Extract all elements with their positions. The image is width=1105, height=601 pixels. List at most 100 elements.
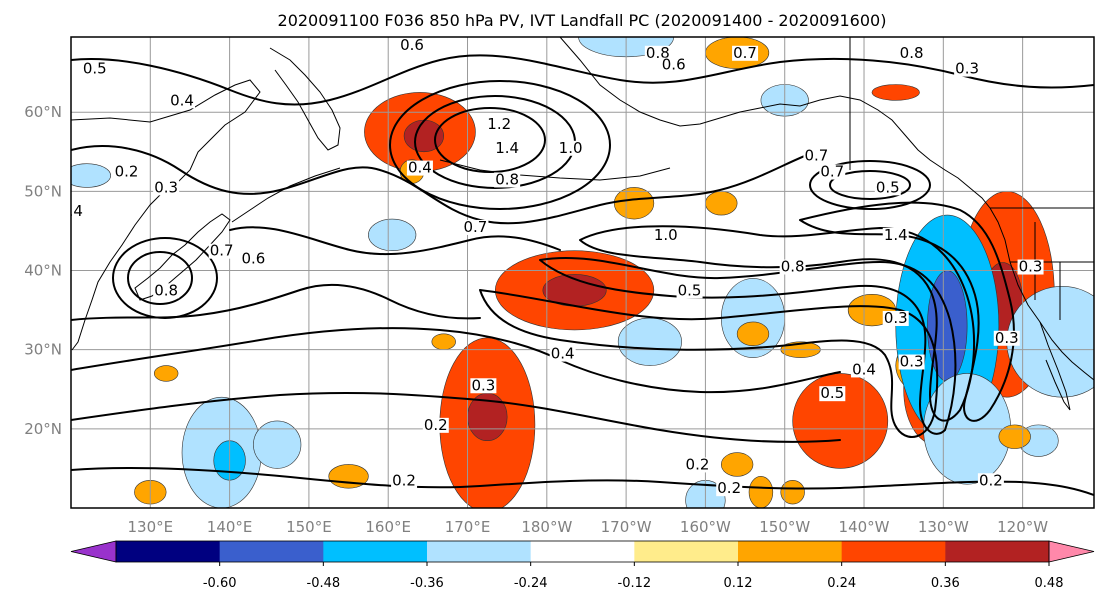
pv-contour-pacific-ring-3	[479, 289, 939, 438]
contour-label-background	[851, 362, 878, 378]
contour-label: 0.3	[900, 353, 924, 371]
longitude-tick-label: 120°W	[997, 518, 1048, 536]
colorbar-tick-label: -0.36	[410, 576, 444, 591]
contour-label: 0.7	[820, 163, 844, 181]
contour-label: 0.3	[1019, 258, 1043, 276]
longitude-tick-label: 160°W	[680, 518, 731, 536]
pv-shade-patch	[431, 333, 456, 350]
contour-label-background	[898, 354, 925, 370]
contour-label-background	[399, 37, 425, 53]
contour-label: 0.3	[884, 309, 908, 327]
colorbar-tick-label: -0.60	[203, 576, 237, 591]
longitude-tick-label: 150°E	[286, 518, 332, 536]
colorbar-tick-label: 0.12	[724, 576, 753, 591]
contour-label-background	[874, 180, 901, 196]
pv-shade-patch	[403, 119, 445, 153]
state-border	[849, 37, 1094, 320]
contour-label-background	[676, 283, 703, 299]
contour-label-background	[819, 386, 846, 402]
contour-label-background	[486, 117, 513, 133]
pv-contour-pacific-ring-2	[539, 256, 957, 435]
contour-label: 0.5	[678, 281, 702, 299]
pv-shade-patch	[253, 420, 302, 469]
colorbar-segment	[841, 541, 946, 562]
pv-contour-coastal-jet	[799, 201, 1015, 422]
latitude-tick-label: 60°N	[24, 103, 62, 121]
colorbar-segment	[427, 541, 532, 562]
pv-shade-patch	[871, 84, 920, 101]
contour-label-background	[406, 160, 433, 176]
contour-label: 1.2	[487, 115, 511, 133]
contour-label: 0.4	[551, 345, 575, 363]
contour-label: 0.2	[115, 163, 139, 181]
coastline-asia	[71, 79, 261, 351]
contour-label: 1.4	[495, 139, 519, 157]
pv-shade-patch	[617, 317, 682, 366]
contour-label-background	[169, 93, 196, 109]
contour-label-background	[153, 283, 180, 299]
contour-label: 0.4	[170, 91, 194, 109]
contour-label: 0.8	[781, 258, 805, 276]
contour-label: 0.6	[662, 56, 686, 74]
contour-label-background	[494, 172, 521, 188]
colorbar-tick-label: -0.48	[307, 576, 341, 591]
colorbar-extend-low	[70, 540, 117, 563]
contour-label: 0.7	[805, 147, 829, 165]
contour-label: 0.2	[686, 455, 710, 473]
coastline-kamchatka	[269, 47, 341, 151]
contour-label: 0.2	[424, 416, 448, 434]
colorbar-tick-label: -0.24	[514, 576, 548, 591]
contour-label: 0.3	[154, 178, 178, 196]
longitude-tick-label: 140°W	[839, 518, 890, 536]
contour-label: 0.6	[241, 250, 265, 268]
pv-contour-mid-1	[71, 283, 481, 321]
colorbar-segment	[323, 541, 428, 562]
contour-label: 0.4	[408, 159, 432, 177]
contour-label-background	[422, 417, 449, 433]
latitude-tick-label: 50°N	[24, 182, 62, 200]
colorbar-segment	[530, 541, 635, 562]
pv-contour-north-2	[71, 145, 821, 225]
latitude-tick-label: 30°N	[24, 341, 62, 359]
axis-ticks: 130°E 140°E 150°E 160°E 170°E 180°W 170°W 160°W…	[24, 103, 1048, 536]
contour-label-background	[954, 61, 981, 77]
colorbar-tick-label: -0.12	[618, 576, 652, 591]
colorbar-segment	[945, 541, 1050, 562]
contour-label-background	[644, 45, 671, 61]
contour-label-background	[240, 251, 267, 267]
contour-label-background	[71, 204, 84, 220]
pv-contour-subtropical-3	[71, 467, 1094, 496]
contour-label-background	[993, 330, 1020, 346]
colorbar-tick-label: 0.36	[931, 576, 960, 591]
pv-contour-bering-inner	[434, 107, 546, 173]
contour-label: 0.3	[955, 60, 979, 78]
contour-label: 0.8	[154, 281, 178, 299]
pv-contour-mid-2	[229, 226, 561, 256]
contour-label-background	[153, 180, 180, 196]
longitude-tick-label: 150°W	[759, 518, 810, 536]
pv-shade-patch	[705, 191, 738, 216]
pv-contour-subtropical-1	[71, 327, 841, 394]
colorbar-segment	[634, 541, 739, 562]
contour-label: 0.7	[733, 44, 757, 62]
colorbar-tick-label: 0.48	[1035, 576, 1064, 591]
contour-label-background	[81, 61, 108, 77]
contour-label-background	[882, 310, 909, 326]
colorbar-segment	[738, 541, 843, 562]
coastlines	[71, 37, 1094, 411]
map-title: 2020091100 F036 850 hPa PV, IVT Landfall…	[278, 11, 887, 30]
coastline-north-america	[989, 207, 1094, 381]
contour-label: 0.2	[717, 479, 741, 497]
contour-label-background	[803, 148, 830, 164]
longitude-tick-label: 160°E	[365, 518, 411, 536]
contour-label: 0.8	[646, 44, 670, 62]
contour-label: 0.2	[392, 471, 416, 489]
contour-label: 0.7	[464, 218, 488, 236]
contour-label-background	[779, 259, 806, 275]
contour-label-background	[494, 140, 521, 156]
pv-contour-gulf-outer	[809, 160, 931, 210]
contour-label: 0.3	[995, 329, 1019, 347]
contour-label-background	[208, 243, 235, 259]
longitude-tick-label: 130°W	[918, 518, 969, 536]
